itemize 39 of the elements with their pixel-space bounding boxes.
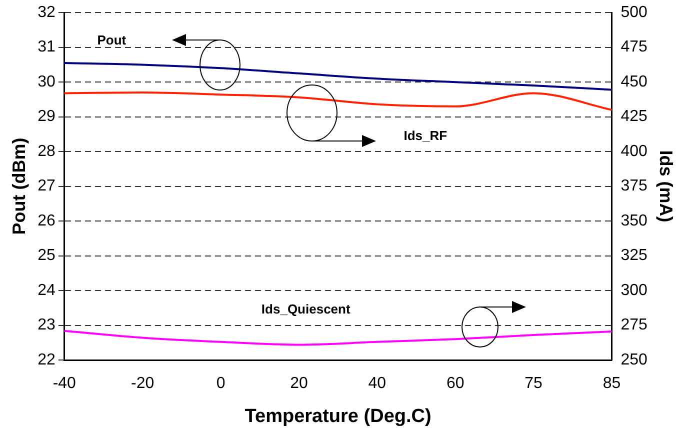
line-series <box>63 92 613 111</box>
y-tick-label: 31 <box>38 38 56 56</box>
y2-tick-label: 400 <box>620 142 648 160</box>
y2-tick-label: 450 <box>620 73 648 90</box>
y2-tick-label: 500 <box>620 4 648 22</box>
y-tick-label: 28 <box>38 142 56 160</box>
x-tick-label: 75 <box>524 375 543 392</box>
x-tick-label: 0 <box>216 375 226 392</box>
series-label: Ids_RF <box>404 128 448 143</box>
line-series <box>63 330 613 346</box>
y2-tick-label: 350 <box>620 212 648 230</box>
x-tick-label: 40 <box>368 375 386 392</box>
y2-tick-label: 425 <box>620 108 648 126</box>
y-tick-label: 29 <box>38 108 56 126</box>
y-tick-label: 23 <box>38 316 56 334</box>
y-tick-label: 26 <box>38 212 56 230</box>
y2-axis-title: Ids (mA) <box>656 150 676 222</box>
y-tick-label: 27 <box>38 178 56 195</box>
x-tick-label: 20 <box>290 375 308 392</box>
x-tick-label: -20 <box>131 375 154 392</box>
y2-tick-label: 325 <box>620 247 648 264</box>
y2-tick-label: 250 <box>620 351 648 368</box>
y2-tick-label: 300 <box>620 282 648 299</box>
x-axis-title: Temperature (Deg.C) <box>244 406 432 427</box>
y2-tick-label: 275 <box>620 316 648 334</box>
y-tick-label: 24 <box>38 282 56 299</box>
x-tick-label: -40 <box>52 375 76 392</box>
y2-tick-label: 475 <box>620 38 648 56</box>
y-tick-label: 32 <box>38 4 56 22</box>
x-tick-label: 85 <box>602 375 621 392</box>
y2-tick-label: 375 <box>620 178 648 195</box>
text: Ids_Quiescent <box>261 301 351 316</box>
x-tick-label: 60 <box>446 375 464 392</box>
y-tick-label: 25 <box>38 247 56 264</box>
y-tick-label: 30 <box>38 73 56 90</box>
series-label: Pout <box>97 32 127 48</box>
line-series <box>63 62 613 91</box>
y-tick-label: 22 <box>38 351 56 368</box>
y-axis-title: Pout (dBm) <box>8 138 29 235</box>
